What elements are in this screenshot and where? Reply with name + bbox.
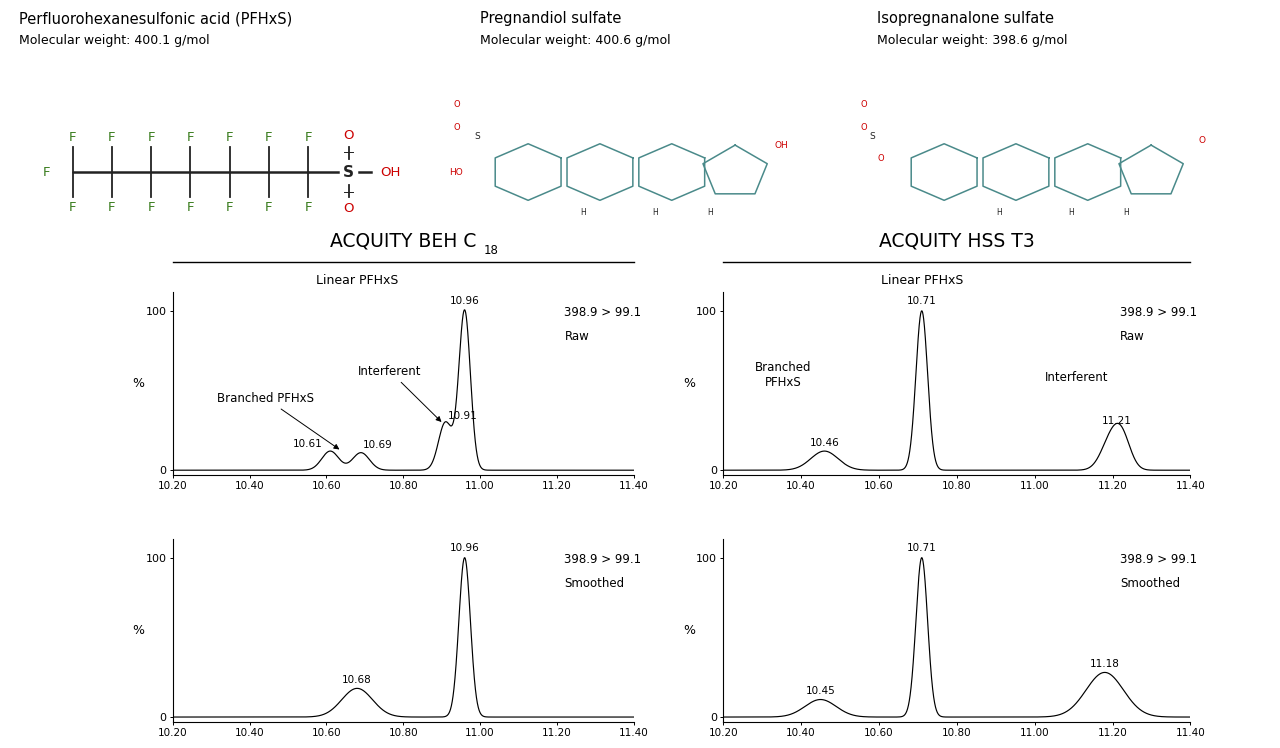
Text: H: H <box>996 208 1002 217</box>
Text: HO: HO <box>449 168 463 177</box>
Text: F: F <box>108 200 115 213</box>
Text: ACQUITY HSS T3: ACQUITY HSS T3 <box>879 232 1034 251</box>
Text: 10.46: 10.46 <box>809 438 840 448</box>
Text: Linear PFHxS: Linear PFHxS <box>881 274 963 287</box>
Text: Interferent: Interferent <box>358 364 440 421</box>
Text: 10.96: 10.96 <box>449 296 480 306</box>
Text: F: F <box>187 131 195 144</box>
Text: 18: 18 <box>484 244 499 257</box>
Text: H: H <box>707 208 713 217</box>
Text: F: F <box>108 131 115 144</box>
Text: 11.21: 11.21 <box>1102 416 1132 426</box>
Text: Perfluorohexanesulfonic acid (PFHxS): Perfluorohexanesulfonic acid (PFHxS) <box>19 11 292 26</box>
Text: 398.9 > 99.1: 398.9 > 99.1 <box>564 306 641 319</box>
Text: H: H <box>580 208 586 217</box>
Text: 10.91: 10.91 <box>448 411 477 421</box>
Text: H: H <box>1068 208 1074 217</box>
Text: O: O <box>453 123 460 132</box>
Text: ACQUITY BEH C: ACQUITY BEH C <box>330 232 476 251</box>
Text: 398.9 > 99.1: 398.9 > 99.1 <box>1120 306 1198 319</box>
Text: Raw: Raw <box>564 330 589 343</box>
Text: F: F <box>265 131 273 144</box>
Text: 398.9 > 99.1: 398.9 > 99.1 <box>1120 553 1198 566</box>
Text: F: F <box>305 131 312 144</box>
Text: F: F <box>187 200 195 213</box>
Text: F: F <box>69 200 77 213</box>
Text: OH: OH <box>774 141 788 150</box>
Text: Smoothed: Smoothed <box>564 577 625 590</box>
Text: O: O <box>1198 136 1206 145</box>
Text: Molecular weight: 398.6 g/mol: Molecular weight: 398.6 g/mol <box>877 34 1068 46</box>
Text: O: O <box>343 129 353 141</box>
Text: 398.9 > 99.1: 398.9 > 99.1 <box>564 553 641 566</box>
Text: Molecular weight: 400.6 g/mol: Molecular weight: 400.6 g/mol <box>480 34 671 46</box>
Text: O: O <box>860 123 867 132</box>
Text: 10.61: 10.61 <box>293 438 323 449</box>
Text: Branched PFHxS: Branched PFHxS <box>218 392 339 449</box>
Text: 10.68: 10.68 <box>342 675 372 685</box>
Text: S: S <box>475 132 480 141</box>
Y-axis label: %: % <box>684 624 695 637</box>
Y-axis label: %: % <box>133 377 145 390</box>
Text: H: H <box>652 208 658 217</box>
Text: Raw: Raw <box>1120 330 1146 343</box>
Text: F: F <box>69 131 77 144</box>
Text: Isopregnanalone sulfate: Isopregnanalone sulfate <box>877 11 1053 26</box>
Text: Linear PFHxS: Linear PFHxS <box>316 274 398 287</box>
Text: F: F <box>305 200 312 213</box>
Text: OH: OH <box>380 165 401 179</box>
Text: 11.18: 11.18 <box>1089 659 1120 669</box>
Text: 10.45: 10.45 <box>805 687 836 696</box>
Text: 10.71: 10.71 <box>908 543 937 553</box>
Text: Branched
PFHxS: Branched PFHxS <box>755 361 812 388</box>
Text: F: F <box>225 200 233 213</box>
Text: F: F <box>147 200 155 213</box>
Text: S: S <box>343 165 355 180</box>
Text: F: F <box>265 200 273 213</box>
Text: Smoothed: Smoothed <box>1120 577 1180 590</box>
Text: H: H <box>1123 208 1129 217</box>
Text: Molecular weight: 400.1 g/mol: Molecular weight: 400.1 g/mol <box>19 34 210 46</box>
Text: F: F <box>225 131 233 144</box>
Text: 10.71: 10.71 <box>908 296 937 306</box>
Text: O: O <box>878 154 884 163</box>
Text: Pregnandiol sulfate: Pregnandiol sulfate <box>480 11 621 26</box>
Text: F: F <box>147 131 155 144</box>
Text: O: O <box>453 100 460 109</box>
Text: Interferent: Interferent <box>1044 371 1108 384</box>
Text: S: S <box>869 132 876 141</box>
Text: O: O <box>860 100 867 109</box>
Y-axis label: %: % <box>684 377 695 390</box>
Text: F: F <box>42 165 50 179</box>
Y-axis label: %: % <box>133 624 145 637</box>
Text: 10.69: 10.69 <box>364 441 393 450</box>
Text: O: O <box>343 203 353 215</box>
Text: 10.96: 10.96 <box>449 543 480 553</box>
